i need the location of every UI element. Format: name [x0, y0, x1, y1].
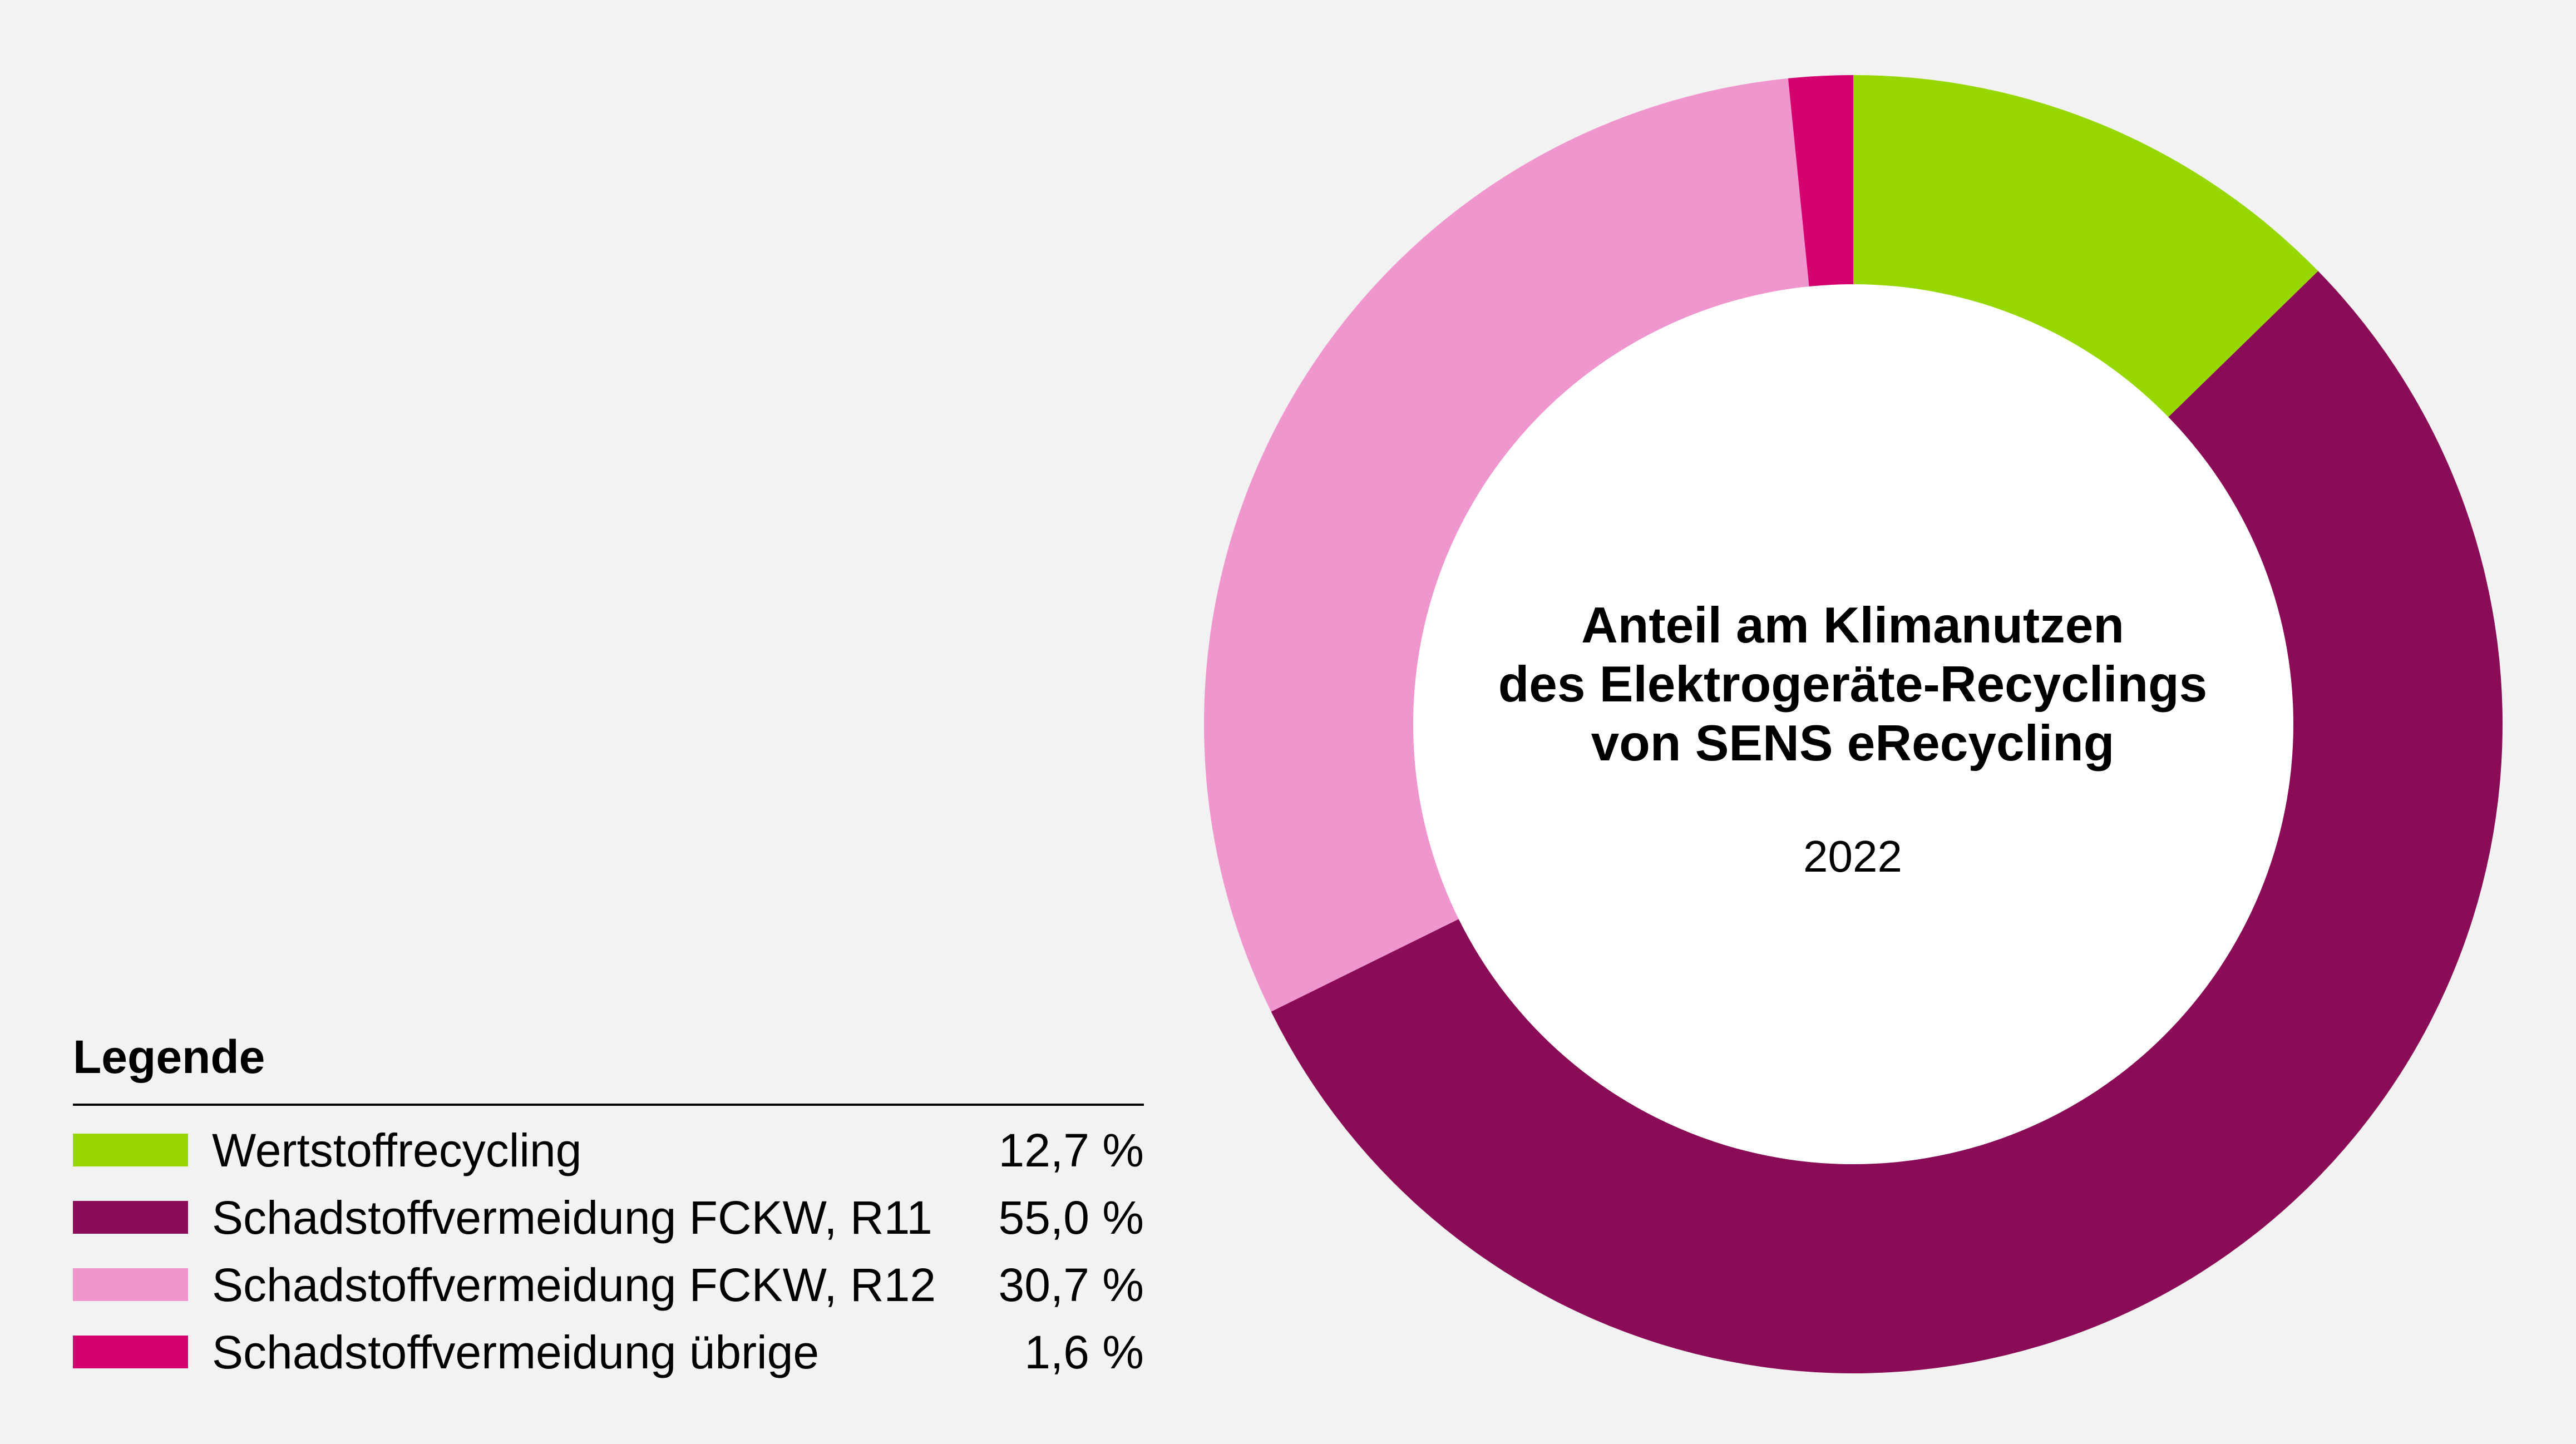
legend-swatch: [73, 1336, 188, 1368]
legend: Legende Wertstoffrecycling 12,7 % Schads…: [73, 1029, 1144, 1387]
legend-value: 30,7 %: [998, 1259, 1144, 1311]
legend-title: Legende: [73, 1031, 265, 1083]
legend-value: 12,7 %: [998, 1124, 1144, 1176]
legend-value: 1,6 %: [1024, 1326, 1144, 1378]
chart-title: Anteil am Klimanutzen des Elektrogeräte-…: [1402, 596, 2303, 773]
legend-swatch: [73, 1134, 188, 1166]
legend-item-uebrige: Schadstoffvermeidung übrige 1,6 %: [73, 1320, 1144, 1387]
chart-subtitle-year: 2022: [1803, 832, 1902, 881]
chart-title-line-2: des Elektrogeräte-Recyclings: [1498, 656, 2208, 713]
legend-label: Schadstoffvermeidung FCKW, R12: [212, 1259, 936, 1311]
legend-label: Schadstoffvermeidung FCKW, R11: [212, 1191, 932, 1244]
legend-item-r12: Schadstoffvermeidung FCKW, R12 30,7 %: [73, 1253, 1144, 1320]
legend-value: 55,0 %: [998, 1191, 1144, 1244]
chart-title-line-3: von SENS eRecycling: [1591, 715, 2115, 772]
legend-item-wertstoffrecycling: Wertstoffrecycling 12,7 %: [73, 1118, 1144, 1185]
legend-swatch: [73, 1268, 188, 1301]
chart-title-line-1: Anteil am Klimanutzen: [1581, 597, 2124, 654]
legend-item-r11: Schadstoffvermeidung FCKW, R11 55,0 %: [73, 1185, 1144, 1253]
legend-label: Schadstoffvermeidung übrige: [212, 1326, 820, 1378]
legend-swatch: [73, 1201, 188, 1234]
donut-hole: [1413, 284, 2293, 1164]
legend-label: Wertstoffrecycling: [212, 1124, 582, 1176]
legend-divider: [73, 1104, 1144, 1106]
